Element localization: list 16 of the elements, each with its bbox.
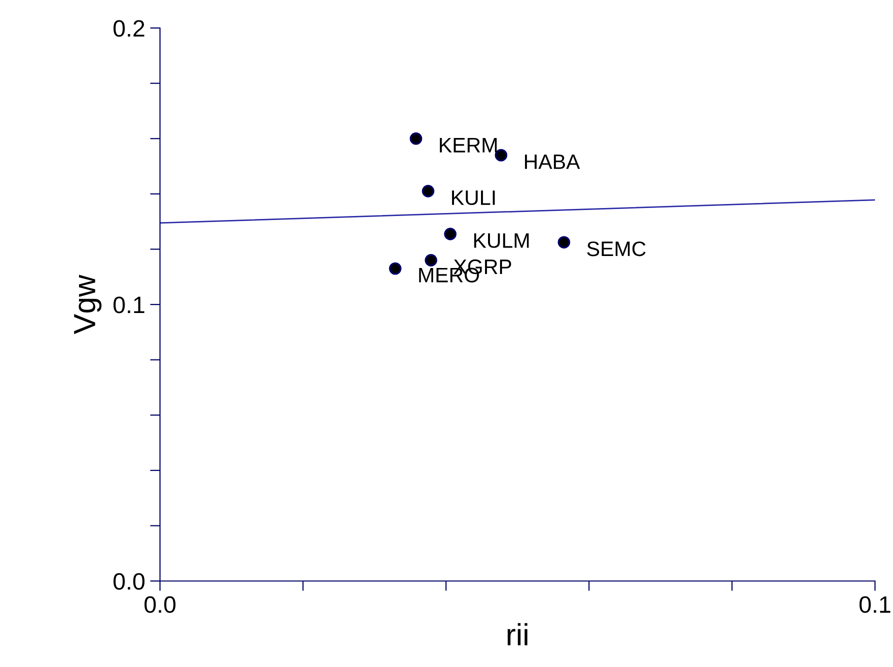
y-tick-label: 0.2 — [114, 20, 144, 37]
point — [422, 184, 434, 198]
point — [424, 254, 438, 266]
point — [558, 236, 570, 248]
y-tick-label: 0.0 — [114, 573, 144, 590]
point — [389, 262, 402, 275]
x-axis-title: rii — [508, 623, 528, 646]
point — [410, 132, 422, 145]
point — [444, 228, 457, 240]
annotation: KULM — [474, 233, 529, 248]
annotation: HABA — [524, 154, 580, 169]
annotation: KERM — [440, 138, 497, 152]
annotation: SEMC — [587, 241, 646, 256]
y-axis-title: Vgw — [74, 274, 102, 334]
y-tick-label: 0.1 — [114, 296, 144, 314]
annotation: KULI — [452, 190, 495, 206]
